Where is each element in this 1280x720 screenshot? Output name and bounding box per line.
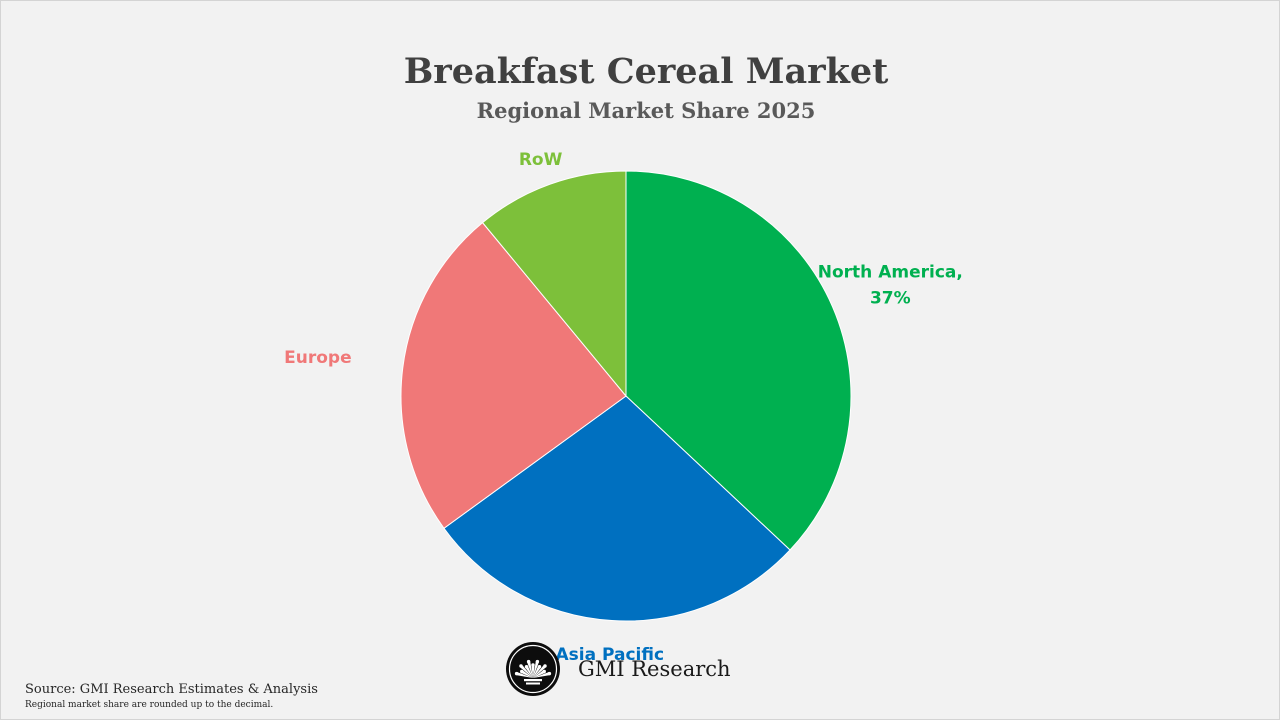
chart-subtitle: Regional Market Share 2025 xyxy=(476,98,816,123)
slice-label-asia-pacific: Asia Pacific xyxy=(556,645,665,665)
pie-slice-asia-pacific xyxy=(443,395,791,622)
logo-ray-tip xyxy=(526,659,531,664)
brand-name: GMI Research xyxy=(578,657,731,681)
logo-ray-tip xyxy=(547,671,552,676)
brand: GMI Research xyxy=(505,641,731,697)
chart-title: Breakfast Cereal Market xyxy=(403,51,889,92)
logo-ray xyxy=(520,670,533,678)
logo-ray-tip xyxy=(519,664,523,668)
logo-ray-tip xyxy=(524,665,529,669)
pie-slices xyxy=(400,170,852,622)
slice-label-north-america: North America, 37% xyxy=(818,263,963,309)
logo-ray xyxy=(533,665,541,678)
pie-slice-row xyxy=(481,170,627,398)
logo-ray-tip xyxy=(543,664,547,668)
logo-ray xyxy=(533,661,539,678)
rounding-footnote: Regional market share are rounded up to … xyxy=(25,700,274,710)
source-note: Source: GMI Research Estimates & Analysi… xyxy=(25,682,318,697)
pie-slice-north-america xyxy=(625,170,852,551)
logo-ray-tip xyxy=(520,669,524,674)
logo-ray xyxy=(533,672,550,678)
logo-ray xyxy=(527,661,533,678)
pie-slice-europe xyxy=(400,221,627,529)
slice-label-row: RoW xyxy=(519,150,563,170)
pie-labels: North America, 37% Asia Pacific Europe RoW xyxy=(284,150,963,665)
logo-ray-tip xyxy=(537,665,542,669)
logo-ray-tip xyxy=(531,663,535,667)
logo-ray xyxy=(533,664,547,678)
logo-ray xyxy=(516,672,533,678)
gmi-fan-logo-icon xyxy=(506,642,560,696)
logo-ray xyxy=(531,665,535,678)
slice-label-europe: Europe xyxy=(284,348,351,368)
logo-ray-tip xyxy=(514,671,519,676)
logo-ray xyxy=(525,665,533,678)
logo-ray xyxy=(533,670,546,678)
logo-ray-tip xyxy=(535,659,540,664)
logo-ray-tip xyxy=(542,669,546,674)
logo-ray xyxy=(519,664,533,678)
